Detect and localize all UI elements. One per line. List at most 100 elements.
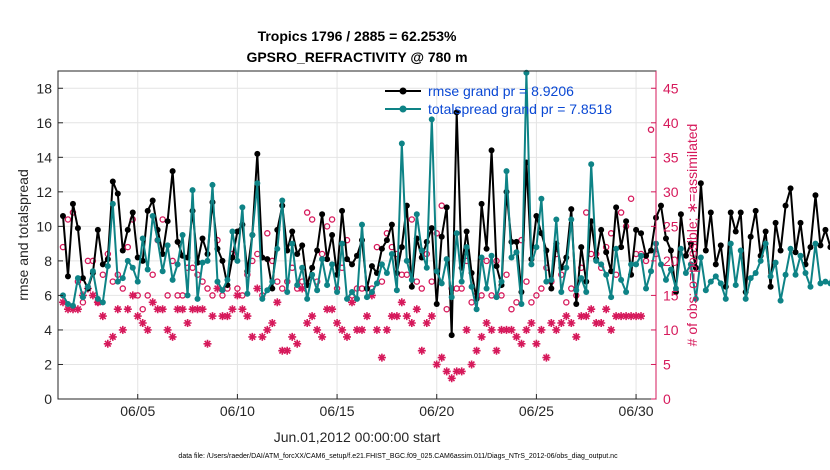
spread-point xyxy=(538,195,545,202)
spread-point xyxy=(498,278,505,285)
spread-point xyxy=(802,269,809,276)
rmse-point xyxy=(767,283,774,290)
possible-obs-marker xyxy=(64,216,72,223)
assimilated-obs-marker xyxy=(363,312,371,321)
rmse-point xyxy=(74,225,81,232)
spread-point xyxy=(767,273,774,280)
spread-point xyxy=(448,294,455,301)
possible-obs-marker xyxy=(308,216,316,223)
rmse-line xyxy=(62,111,830,337)
assimilated-obs-marker xyxy=(617,312,626,321)
assimilated-obs-marker xyxy=(223,312,232,321)
rmse-point xyxy=(752,207,759,214)
spread-point xyxy=(593,257,600,264)
y-axis-left-label: rmse and totalspread xyxy=(15,169,31,301)
spread-point xyxy=(792,271,799,278)
y-right-tick-label: 0 xyxy=(663,391,671,407)
assimilated-obs-marker xyxy=(138,319,147,327)
assimilated-obs-marker xyxy=(283,346,292,355)
assimilated-obs-marker xyxy=(397,298,406,307)
assimilated-obs-marker xyxy=(273,298,282,307)
spread-point xyxy=(598,261,605,268)
spread-point xyxy=(717,280,724,287)
assimilated-obs-marker xyxy=(313,325,322,334)
rmse-point xyxy=(99,261,106,268)
spread-point xyxy=(638,252,645,259)
spread-point xyxy=(797,252,804,259)
assimilated-obs-marker xyxy=(427,312,436,321)
rmse-point xyxy=(159,250,166,257)
assimilated-obs-marker xyxy=(233,291,242,300)
possible-obs-marker xyxy=(323,223,331,230)
rmse-point xyxy=(433,301,440,308)
possible-obs-marker xyxy=(408,216,416,223)
spread-point xyxy=(483,285,490,292)
spread-point xyxy=(503,168,510,175)
spread-point xyxy=(827,280,830,287)
spread-point xyxy=(677,245,684,252)
spread-point xyxy=(742,295,749,302)
spread-point xyxy=(513,249,520,256)
spread-point xyxy=(463,244,470,251)
assimilated-obs-marker xyxy=(198,305,207,314)
spread-point xyxy=(104,263,111,270)
rmse-point xyxy=(438,233,445,240)
spread-point xyxy=(618,276,625,283)
spread-point xyxy=(398,140,405,147)
assimilated-obs-marker xyxy=(597,319,606,327)
rmse-point xyxy=(448,332,455,339)
legend-label: rmse grand pr = 8.9206 xyxy=(428,83,574,99)
possible-obs-marker xyxy=(617,209,625,216)
spread-point xyxy=(304,295,311,302)
spread-point xyxy=(568,216,575,223)
spread-point xyxy=(224,276,231,283)
possible-obs-marker xyxy=(144,292,151,299)
spread-point xyxy=(149,213,156,220)
spread-point xyxy=(254,180,261,187)
assimilated-obs-marker xyxy=(502,325,511,334)
assimilated-obs-marker xyxy=(627,312,636,321)
spread-point xyxy=(772,259,779,266)
spread-point xyxy=(722,295,729,302)
possible-obs-marker xyxy=(478,292,485,299)
spread-point xyxy=(822,278,829,285)
spread-point xyxy=(807,283,814,290)
assimilated-obs-marker xyxy=(497,325,506,334)
possible-obs-marker xyxy=(647,126,655,133)
assimilated-obs-marker xyxy=(572,332,581,341)
assimilated-obs-marker xyxy=(507,325,516,334)
rmse-point xyxy=(822,226,829,233)
possible-obs-marker xyxy=(523,278,530,285)
rmse-point xyxy=(727,209,734,216)
spread-point xyxy=(219,287,226,294)
spread-point xyxy=(139,235,146,242)
rmse-point xyxy=(69,200,76,207)
rmse-point xyxy=(219,257,226,264)
spread-point xyxy=(388,250,395,257)
rmse-point xyxy=(329,232,336,238)
assimilated-obs-marker xyxy=(587,305,596,314)
y-right-tick-label: 15 xyxy=(663,287,679,303)
spread-point xyxy=(194,295,201,302)
assimilated-obs-marker xyxy=(447,374,456,383)
spread-point xyxy=(209,181,216,188)
rmse-point xyxy=(643,252,650,259)
possible-obs-marker xyxy=(503,271,510,278)
spread-point xyxy=(648,268,655,275)
possible-obs-marker xyxy=(139,305,146,313)
assimilated-obs-marker xyxy=(567,319,576,327)
assimilated-obs-marker xyxy=(208,312,217,321)
assimilated-obs-marker xyxy=(253,284,262,293)
x-tick-label: 06/10 xyxy=(220,403,255,419)
assimilated-obs-marker xyxy=(263,325,272,334)
x-axis-label: Jun.01,2012 00:00:00 start xyxy=(274,429,441,445)
rmse-point xyxy=(707,209,714,216)
assimilated-obs-marker xyxy=(238,305,247,314)
spread-point xyxy=(603,271,610,278)
rmse-point xyxy=(254,150,261,157)
spread-point xyxy=(124,257,131,264)
rmse-point xyxy=(568,206,575,213)
rmse-point xyxy=(109,178,116,185)
spread-point xyxy=(488,252,495,259)
assimilated-obs-marker xyxy=(537,325,546,334)
